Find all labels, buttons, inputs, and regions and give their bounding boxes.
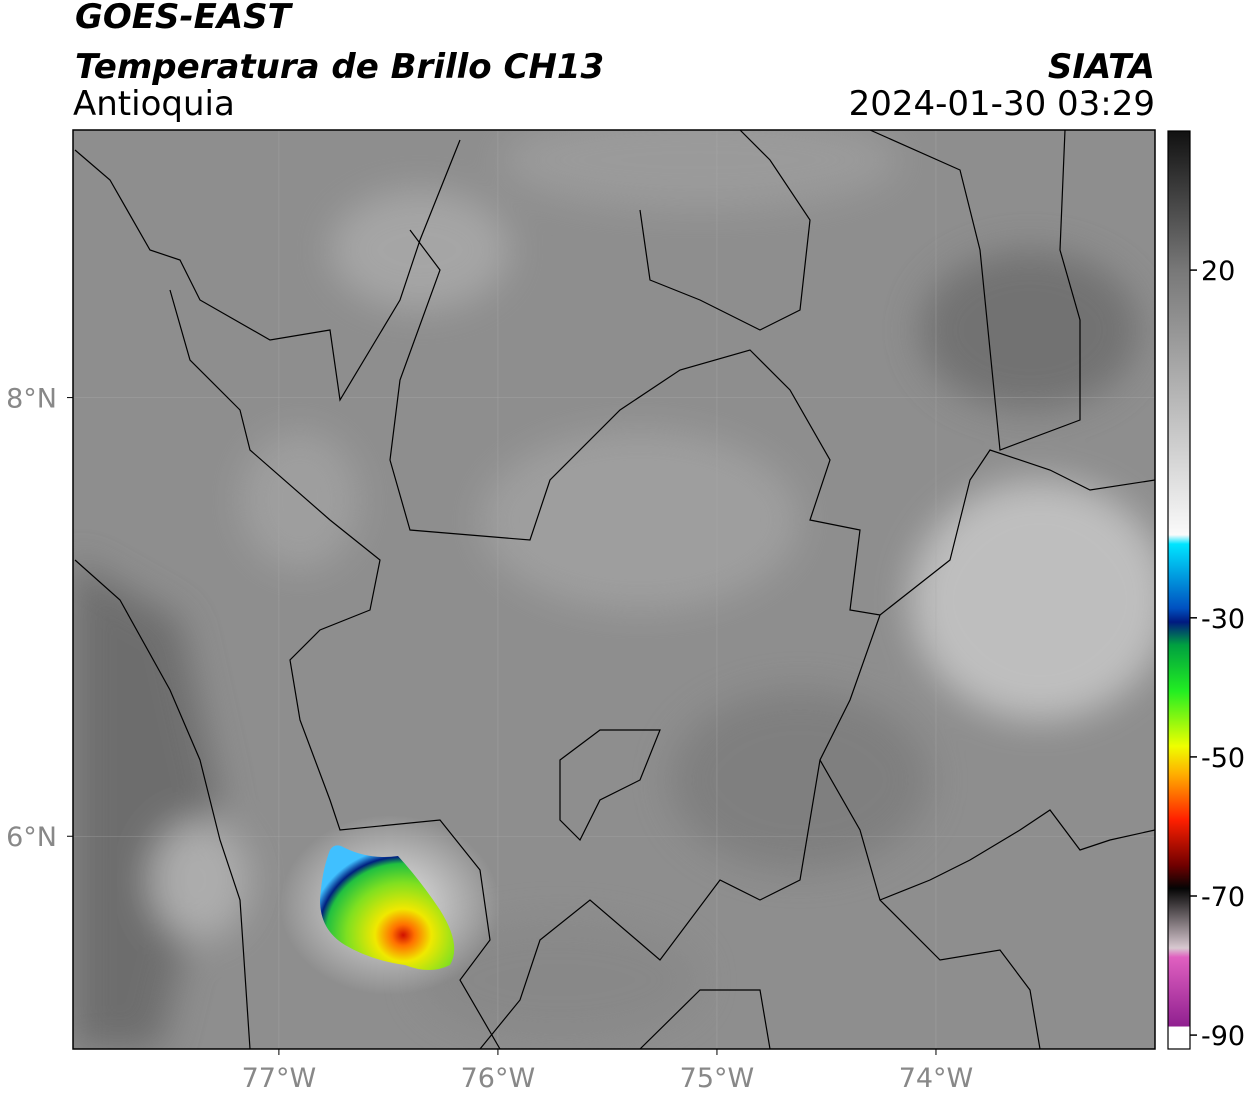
- lon-label: 76°W: [461, 1063, 536, 1094]
- colorbar-label: -90: [1201, 1021, 1245, 1052]
- lon-label: 75°W: [680, 1063, 755, 1094]
- map-image: [73, 130, 1155, 1049]
- datetime: 2024-01-30 03:29: [849, 84, 1155, 124]
- title: GOES-EAST: [75, 0, 294, 37]
- map-frame: [72, 129, 1156, 1050]
- grid: [73, 130, 1155, 1049]
- region: Antioquia: [73, 84, 235, 124]
- lon-label: 74°W: [899, 1063, 974, 1094]
- lat-label: 8°N: [6, 384, 57, 415]
- colorbar-label: -30: [1201, 604, 1245, 635]
- lon-label: 77°W: [242, 1063, 317, 1094]
- source: SIATA: [1048, 47, 1155, 87]
- colorbar-label: -70: [1201, 882, 1245, 913]
- lat-label: 6°N: [6, 822, 57, 853]
- colorbar: [1167, 130, 1191, 1050]
- colorbar-label: -50: [1201, 743, 1245, 774]
- subtitle: Temperatura de Brillo CH13: [75, 47, 604, 87]
- colorbar-label: 20: [1201, 256, 1235, 287]
